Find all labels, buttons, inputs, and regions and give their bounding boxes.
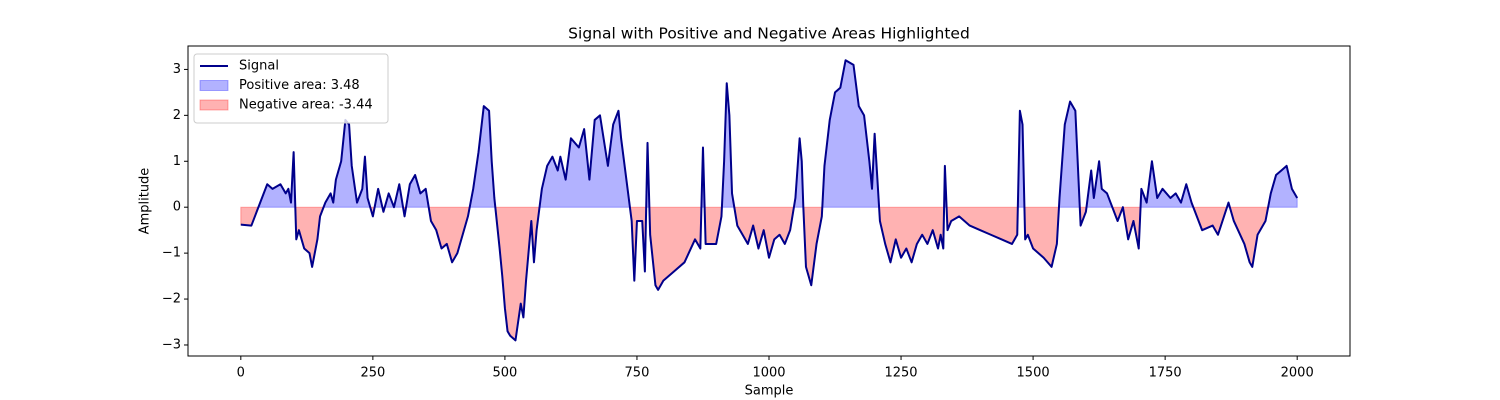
chart-title: Signal with Positive and Negative Areas … [568, 25, 970, 43]
y-tick-label: −3 [162, 337, 181, 352]
legend-label: Signal [239, 59, 279, 74]
legend-box [193, 53, 389, 124]
y-tick-label: 0 [173, 200, 181, 215]
y-tick-label: −2 [162, 292, 181, 307]
x-tick-label: 1750 [1149, 366, 1182, 381]
x-tick-label: 500 [492, 366, 517, 381]
x-tick-label: 750 [625, 366, 650, 381]
signal-line [240, 59, 1299, 342]
x-tick-label: 1500 [1017, 366, 1050, 381]
legend-swatch [199, 80, 229, 91]
legend-label: Positive area: 3.48 [239, 78, 360, 93]
plot-area: 0 250 500 750 1000 1250 1500 1750 2000 −3 −2 −1 0 1 2 3… [162, 45, 1351, 381]
x-tick-label: 0 [237, 366, 245, 381]
x-axis-label: Sample [745, 384, 794, 399]
x-tick-label: 1000 [752, 366, 785, 381]
x-tick-label: 1250 [884, 366, 917, 381]
x-tick-label: 250 [360, 366, 385, 381]
x-tick-label: 2000 [1281, 366, 1314, 381]
legend-label: Negative area: -3.44 [239, 98, 373, 113]
y-axis-label: Amplitude [138, 168, 153, 235]
y-tick-label: 3 [173, 62, 181, 77]
legend: Signal Positive area: 3.48 Negative area: … [193, 53, 389, 124]
y-tick-label: 2 [173, 108, 181, 123]
y-tick-label: 1 [173, 154, 181, 169]
y-tick-label: −1 [162, 246, 181, 261]
axes-frame [187, 45, 1351, 357]
legend-swatch [199, 99, 229, 111]
